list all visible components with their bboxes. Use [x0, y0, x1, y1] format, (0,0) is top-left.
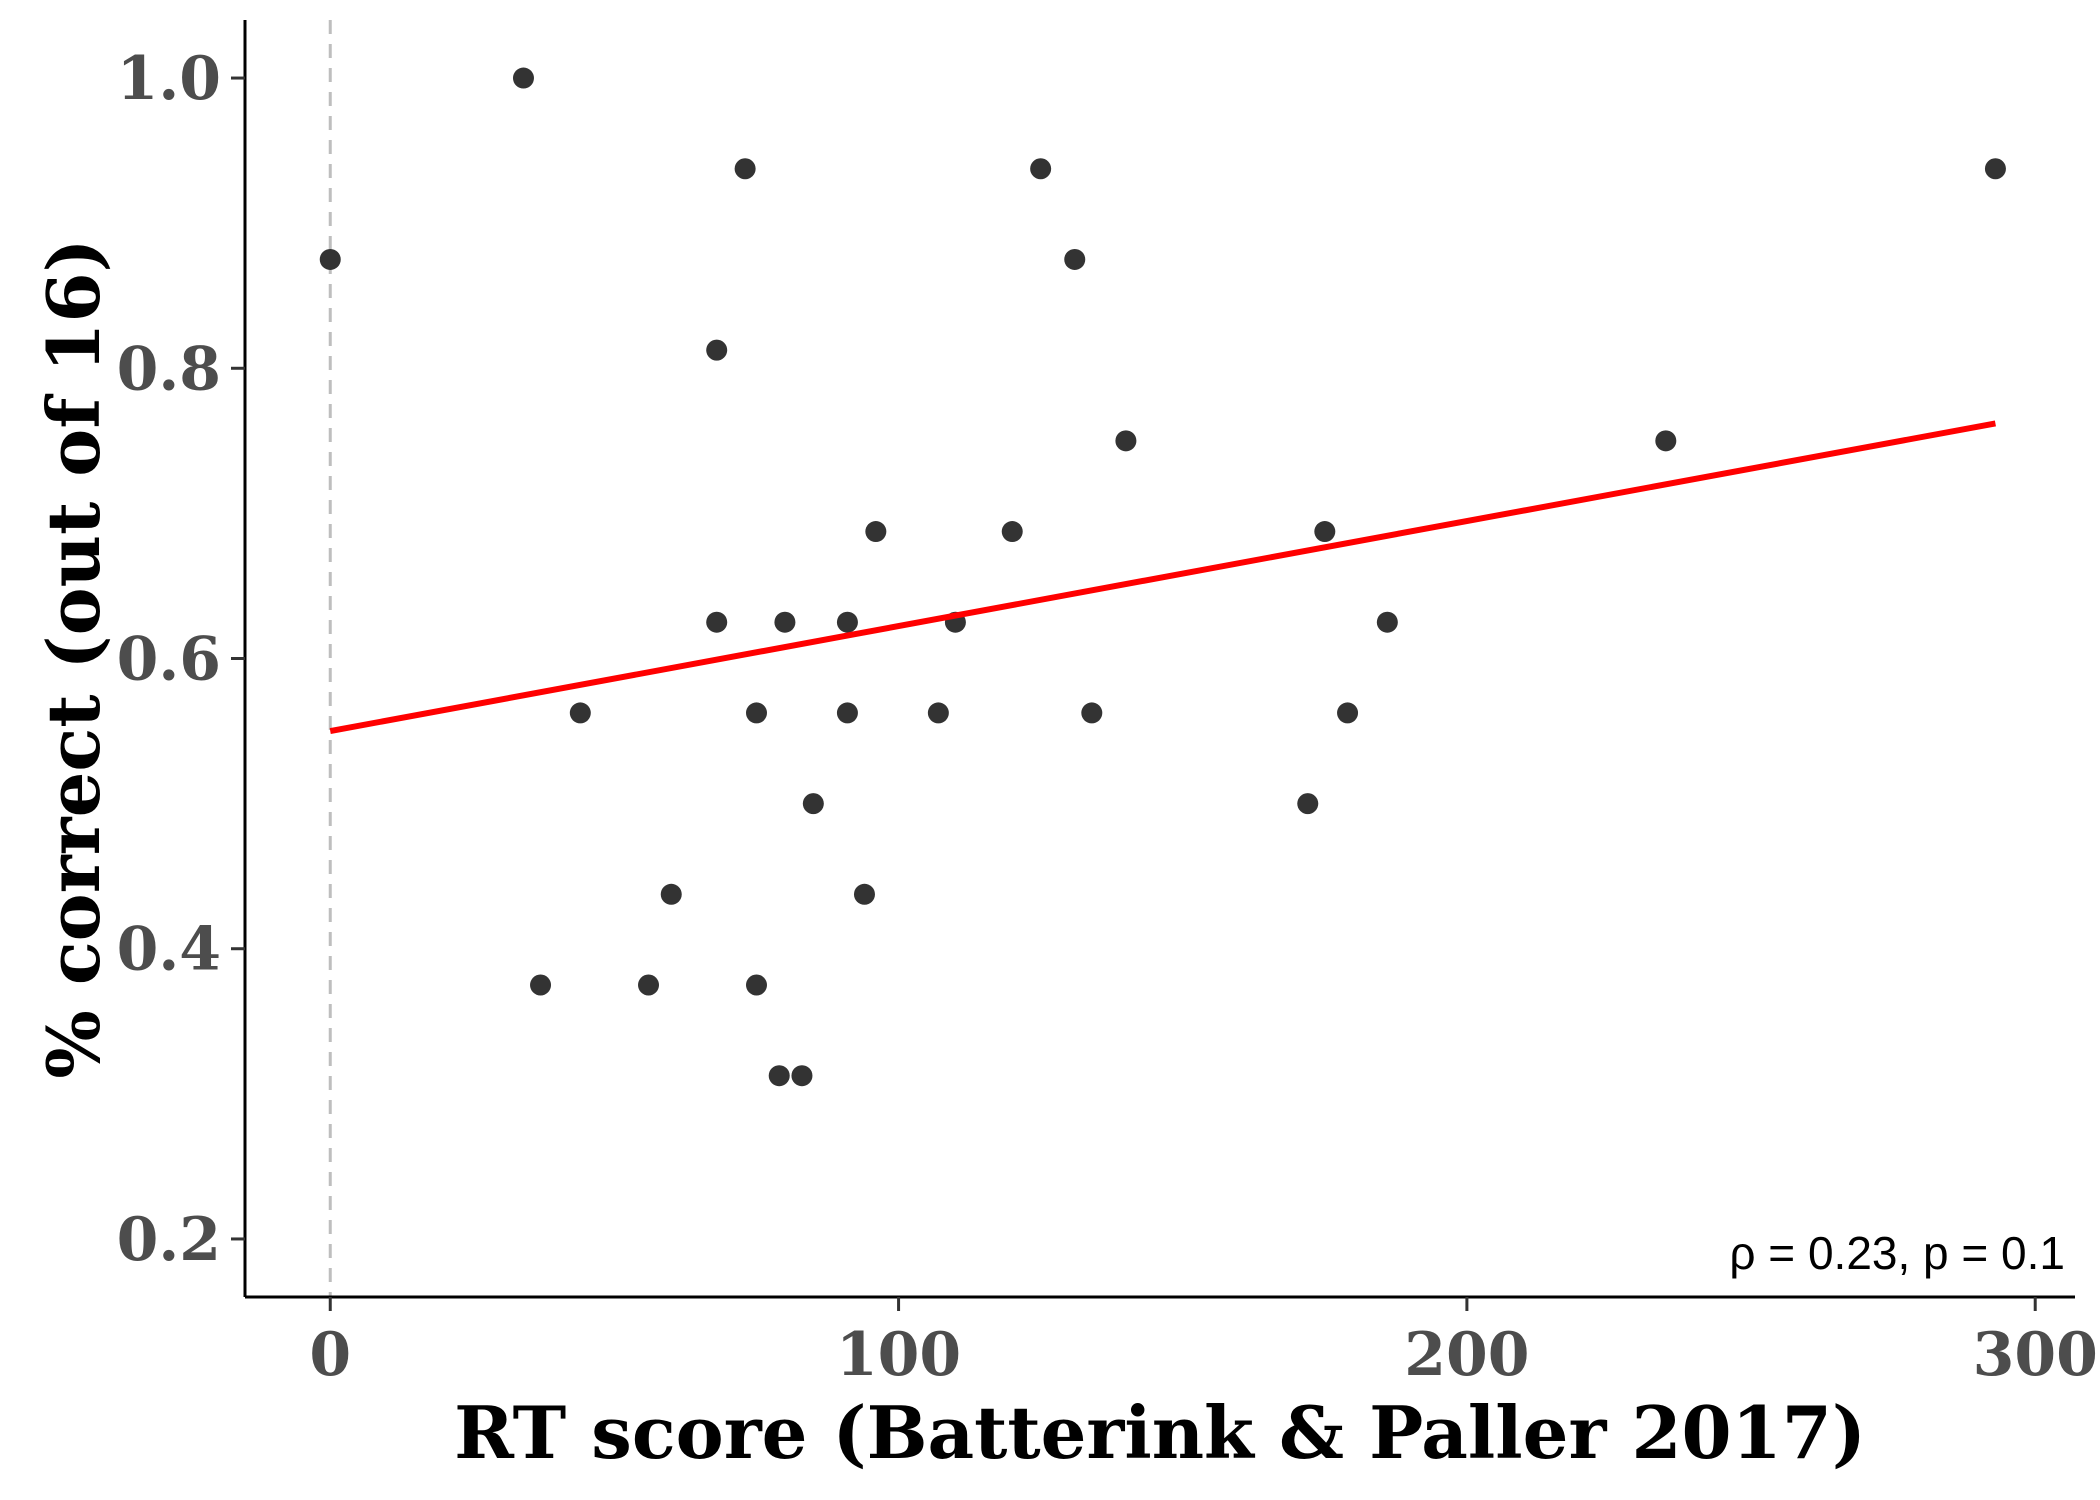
x-tick-label: 100 [836, 1320, 961, 1390]
correlation-annotation: ρ = 0.23, p = 0.1 [1729, 1227, 2065, 1279]
data-point [1655, 430, 1677, 452]
x-tick-label: 300 [1973, 1320, 2098, 1390]
x-tick-label: 200 [1404, 1320, 1529, 1390]
y-tick-label: 0.6 [117, 625, 221, 695]
data-point [1297, 793, 1319, 815]
y-tick-label: 0.4 [117, 915, 221, 985]
data-point [802, 793, 824, 815]
data-points [319, 67, 2006, 1087]
y-tick-label: 0.8 [117, 334, 221, 404]
data-point [706, 339, 728, 361]
data-point [1984, 158, 2006, 180]
data-point [706, 611, 728, 633]
data-point [1314, 521, 1336, 543]
data-point [1030, 158, 1052, 180]
data-point [512, 67, 534, 89]
data-point [1064, 248, 1086, 270]
data-point [774, 611, 796, 633]
data-point [638, 974, 660, 996]
data-point [745, 974, 767, 996]
data-point [791, 1065, 813, 1087]
data-point [569, 702, 591, 724]
x-axis-ticks: 0 100 200 300 [309, 1297, 2098, 1390]
x-tick-label: 0 [309, 1320, 351, 1390]
data-point [1115, 430, 1137, 452]
data-point [1337, 702, 1359, 724]
regression-line [329, 420, 1996, 735]
data-point [1081, 702, 1103, 724]
y-axis-title: % correct (out of 16) [31, 238, 116, 1078]
data-point [745, 702, 767, 724]
data-point [530, 974, 552, 996]
data-point [734, 158, 756, 180]
data-point [836, 702, 858, 724]
data-point [836, 611, 858, 633]
data-point [1376, 611, 1398, 633]
y-tick-label: 1.0 [117, 44, 221, 114]
data-point [927, 702, 949, 724]
y-tick-label: 0.2 [117, 1205, 221, 1275]
data-point [660, 883, 682, 905]
data-point [865, 521, 887, 543]
data-point [319, 248, 341, 270]
plot-area [319, 20, 2006, 1297]
data-point [768, 1065, 790, 1087]
data-point [1001, 521, 1023, 543]
y-axis-ticks: 0.2 0.4 0.6 0.8 1.0 [117, 44, 245, 1275]
x-axis-title: RT score (Batterink & Paller 2017) [454, 1390, 1866, 1475]
data-point [853, 883, 875, 905]
